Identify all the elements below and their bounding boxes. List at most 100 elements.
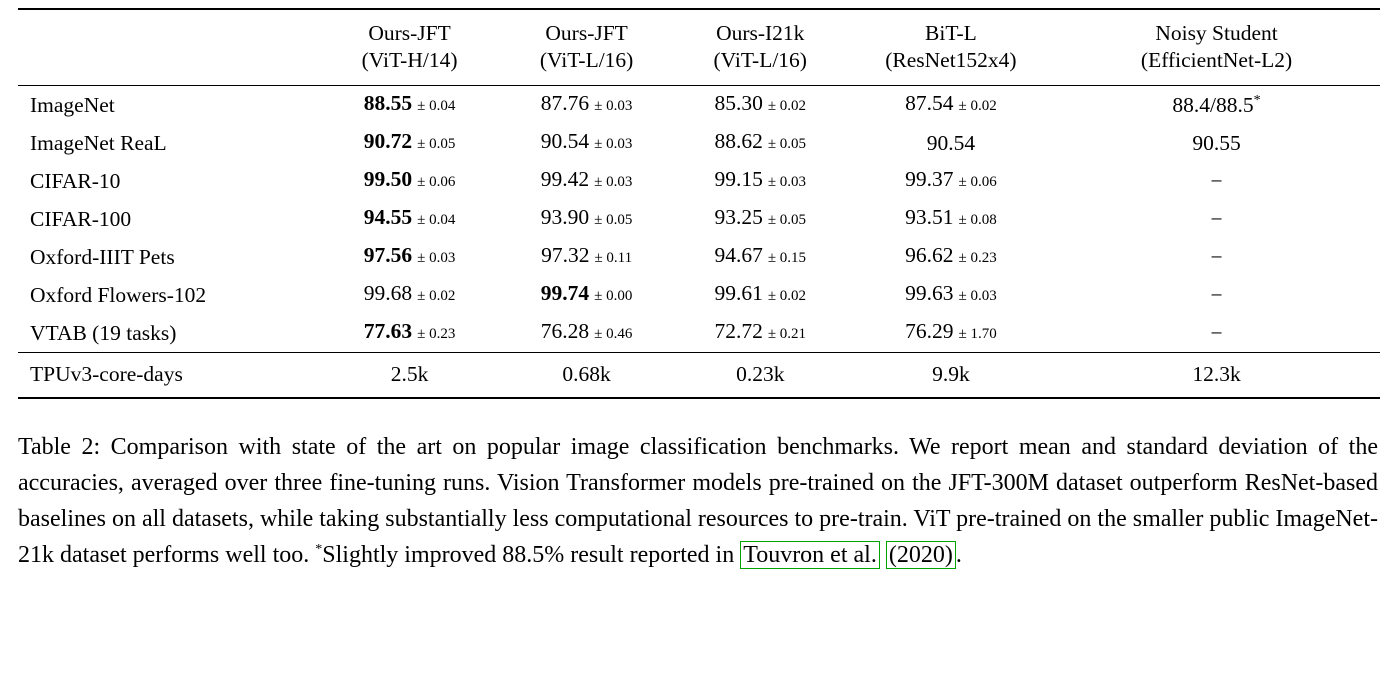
metric-cell: 94.55 ± 0.04 bbox=[318, 200, 502, 238]
metric-std: ± 0.02 bbox=[417, 288, 456, 304]
metric-value: − bbox=[1210, 168, 1223, 193]
metric-value: 93.90 bbox=[540, 205, 590, 229]
metric-std: ± 0.05 bbox=[767, 212, 807, 228]
metric-value: 93.25 bbox=[714, 205, 763, 229]
metric-cell: 77.63 ± 0.23 bbox=[318, 314, 502, 353]
metric-value: − bbox=[1210, 282, 1223, 307]
caption-text-2: Slightly improved 88.5% result reported … bbox=[322, 542, 741, 568]
metric-std: ± 0.11 bbox=[594, 250, 633, 266]
column-header-ours-jft-vitl16: Ours-JFT (ViT-L/16) bbox=[501, 9, 672, 86]
metric-value: 97.56 bbox=[363, 243, 413, 267]
metric-std: ± 0.02 bbox=[767, 288, 807, 304]
metric-value: 88.62 bbox=[714, 129, 763, 153]
metric-cell: 99.68 ± 0.02 bbox=[318, 276, 502, 314]
footnote-asterisk: * bbox=[315, 542, 323, 557]
metric-cell: − bbox=[1053, 200, 1380, 238]
row-label: ImageNet ReaL bbox=[30, 130, 167, 155]
metric-value: − bbox=[1210, 244, 1223, 269]
metric-cell: 94.67 ± 0.15 bbox=[672, 238, 849, 276]
metric-std: ± 0.03 bbox=[594, 136, 633, 152]
metric-value: 99.68 bbox=[363, 281, 413, 305]
table-caption: Table 2: Comparison with state of the ar… bbox=[18, 429, 1378, 573]
metric-std: ± 0.23 bbox=[417, 326, 456, 342]
table-row-oxford-flowers: Oxford Flowers-102 99.68 ± 0.02 99.74 ± 0.… bbox=[18, 276, 1380, 314]
metric-cell: 90.72 ± 0.05 bbox=[318, 124, 502, 162]
metric-std: ± 0.05 bbox=[417, 136, 456, 152]
metric-std: ± 0.03 bbox=[417, 250, 456, 266]
metric-value: 99.15 bbox=[714, 167, 763, 191]
metric-value: 87.76 bbox=[540, 91, 590, 115]
metric-std: ± 0.02 bbox=[767, 98, 807, 114]
metric-cell: 99.42 ± 0.03 bbox=[501, 162, 671, 200]
metric-cell: 99.63 ± 0.03 bbox=[849, 276, 1053, 314]
metric-cell: 99.15 ± 0.03 bbox=[672, 162, 849, 200]
metric-value: 76.28 bbox=[540, 319, 590, 343]
metric-value: − bbox=[1210, 206, 1223, 231]
metric-cell: 99.74 ± 0.00 bbox=[501, 276, 671, 314]
metric-std: ± 0.06 bbox=[417, 174, 456, 190]
results-table: Ours-JFT (ViT-H/14) Ours-JFT (ViT-L/16) Ou… bbox=[18, 8, 1380, 399]
metric-std: ± 1.70 bbox=[958, 326, 997, 342]
metric-value: 87.54 bbox=[905, 91, 954, 115]
citation-year-link[interactable]: (2020) bbox=[885, 541, 956, 569]
metric-cell: 87.54 ± 0.02 bbox=[849, 86, 1053, 125]
metric-cell: − bbox=[1053, 162, 1380, 200]
metric-cell: − bbox=[1053, 276, 1380, 314]
metric-cell: 93.51 ± 0.08 bbox=[849, 200, 1053, 238]
metric-value: 77.63 bbox=[363, 319, 413, 343]
table-row-vtab: VTAB (19 tasks) 77.63 ± 0.23 76.28 ± 0.46 … bbox=[18, 314, 1380, 353]
column-header-ours-jft-vith14: Ours-JFT (ViT-H/14) bbox=[317, 9, 502, 86]
metric-value: 99.63 bbox=[905, 281, 954, 305]
table-row-cifar10: CIFAR-10 99.50 ± 0.06 99.42 ± 0.03 99.15 ± … bbox=[18, 162, 1380, 200]
metric-value: 94.67 bbox=[714, 243, 763, 267]
metric-value: 99.37 bbox=[905, 167, 954, 191]
metric-cell: 99.50 ± 0.06 bbox=[318, 162, 502, 200]
metric-value: 94.55 bbox=[363, 205, 413, 229]
metric-cell: 90.55 bbox=[1053, 124, 1380, 162]
metric-cell: 87.76 ± 0.03 bbox=[501, 86, 671, 125]
metric-std: ± 0.08 bbox=[958, 212, 997, 228]
metric-value: 93.51 bbox=[905, 205, 954, 229]
caption-text-3: . bbox=[955, 542, 962, 568]
metric-value: 90.54 bbox=[926, 130, 976, 155]
metric-value: 90.55 bbox=[1192, 130, 1241, 155]
table-row-oxford-pets: Oxford-IIIT Pets 97.56 ± 0.03 97.32 ± 0.11… bbox=[18, 238, 1380, 276]
metric-value: 99.74 bbox=[540, 281, 590, 305]
metric-value: 99.61 bbox=[714, 281, 763, 305]
metric-value: 0.23k bbox=[736, 362, 785, 386]
metric-std: ± 0.00 bbox=[594, 288, 633, 304]
metric-std: ± 0.03 bbox=[594, 98, 633, 114]
document-page: Ours-JFT (ViT-H/14) Ours-JFT (ViT-L/16) Ou… bbox=[18, 8, 1380, 573]
row-label: CIFAR-10 bbox=[30, 168, 121, 193]
column-header-bit-l: BiT-L (ResNet152x4) bbox=[848, 9, 1054, 86]
metric-cell: 99.61 ± 0.02 bbox=[672, 276, 849, 314]
metric-value: − bbox=[1210, 320, 1223, 345]
metric-cell: 9.9k bbox=[848, 352, 1054, 398]
metric-std: ± 0.03 bbox=[958, 288, 997, 304]
table-row-cifar100: CIFAR-100 94.55 ± 0.04 93.90 ± 0.05 93.25 ±… bbox=[18, 200, 1380, 238]
row-label: CIFAR-100 bbox=[30, 206, 132, 231]
metric-cell: 88.62 ± 0.05 bbox=[672, 124, 849, 162]
citation-link-touvron[interactable]: Touvron et al. bbox=[740, 541, 880, 569]
metric-value: 72.72 bbox=[714, 319, 763, 343]
row-label: Oxford Flowers-102 bbox=[30, 282, 207, 307]
metric-value: 0.68k bbox=[562, 362, 611, 386]
metric-cell: 72.72 ± 0.21 bbox=[672, 314, 849, 353]
metric-cell: 97.32 ± 0.11 bbox=[501, 238, 671, 276]
metric-value: 99.42 bbox=[540, 167, 590, 191]
metric-cell: 2.5k bbox=[317, 352, 502, 398]
metric-cell: − bbox=[1053, 314, 1380, 353]
metric-std: ± 0.04 bbox=[417, 212, 456, 228]
metric-cell: 0.23k bbox=[671, 352, 849, 398]
table-row-imagenet-real: ImageNet ReaL 90.72 ± 0.05 90.54 ± 0.03 88… bbox=[18, 124, 1380, 162]
metric-cell: 93.90 ± 0.05 bbox=[501, 200, 671, 238]
metric-cell: 96.62 ± 0.23 bbox=[849, 238, 1053, 276]
metric-cell: 93.25 ± 0.05 bbox=[672, 200, 849, 238]
metric-cell: 76.28 ± 0.46 bbox=[501, 314, 671, 353]
metric-value: 76.29 bbox=[905, 319, 954, 343]
row-label: VTAB (19 tasks) bbox=[30, 320, 177, 345]
metric-cell: 12.3k bbox=[1053, 352, 1380, 398]
metric-value: 99.50 bbox=[363, 167, 413, 191]
metric-cell: 90.54 bbox=[849, 124, 1053, 162]
metric-value: 85.30 bbox=[714, 91, 763, 115]
